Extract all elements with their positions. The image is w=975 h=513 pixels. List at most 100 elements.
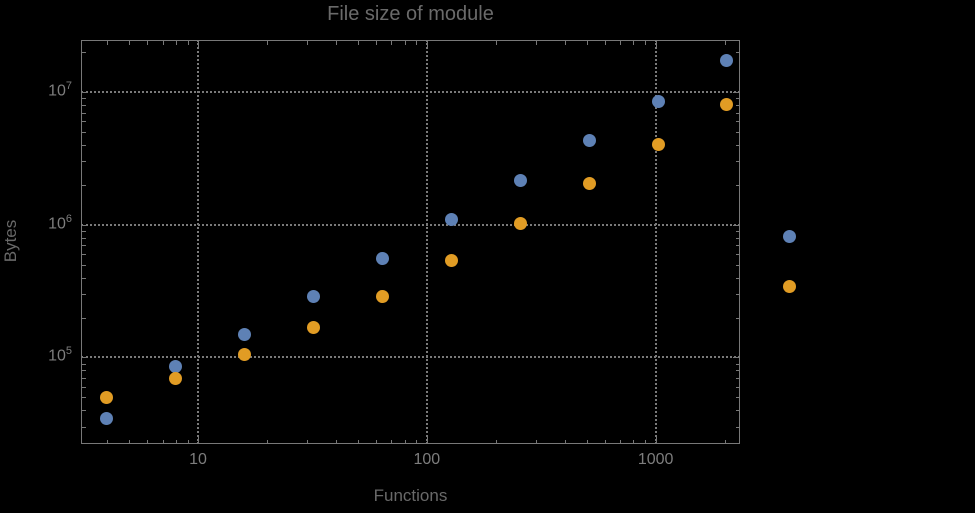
y-tick <box>82 245 86 247</box>
y-tick <box>735 98 739 100</box>
y-tick <box>735 254 739 256</box>
x-tick <box>724 41 726 45</box>
y-tick <box>735 161 739 163</box>
x-tick <box>620 439 622 443</box>
y-tick <box>82 184 86 186</box>
y-tick <box>82 112 86 114</box>
data-point-orange-series <box>100 390 114 404</box>
y-tick <box>735 370 739 372</box>
y-tick <box>735 184 739 186</box>
y-tick <box>735 386 739 388</box>
x-tick <box>266 41 268 45</box>
data-point-orange-series <box>375 289 389 303</box>
x-axis-label: Functions <box>373 486 448 505</box>
x-tick <box>645 41 647 45</box>
y-tick <box>733 91 739 93</box>
x-tick <box>404 41 406 45</box>
x-tick <box>129 439 131 443</box>
data-point-orange-series <box>444 253 458 267</box>
x-tick <box>536 41 537 45</box>
y-tick <box>735 144 739 146</box>
y-tick <box>82 397 86 399</box>
x-tick <box>416 41 418 45</box>
y-tick <box>82 277 86 279</box>
data-point-orange-series <box>582 176 596 190</box>
data-point-blue-series <box>307 289 321 303</box>
y-tick-exponent: 5 <box>65 345 72 358</box>
y-tick <box>735 426 739 428</box>
y-tick <box>733 357 739 359</box>
data-point-blue-series <box>100 411 114 425</box>
y-tick <box>82 426 86 428</box>
y-tick <box>735 104 739 106</box>
y-tick <box>82 378 86 380</box>
x-tick <box>335 439 337 443</box>
x-tick <box>162 439 164 443</box>
y-tick <box>735 112 739 114</box>
y-tick <box>735 378 739 380</box>
gridline-y-10e5 <box>81 356 740 359</box>
y-tick <box>735 264 739 266</box>
x-tick <box>604 41 606 45</box>
y-tick <box>733 224 739 226</box>
data-point-orange-series <box>238 347 252 361</box>
x-tick <box>357 439 359 443</box>
y-tick <box>735 230 739 232</box>
data-point-blue-series <box>444 212 458 226</box>
data-point-blue-series <box>375 251 389 265</box>
x-tick <box>335 41 337 45</box>
x-tick-label: 1000 <box>637 451 674 468</box>
x-tick <box>357 41 359 45</box>
y-tick <box>82 104 86 106</box>
x-tick <box>564 439 566 443</box>
x-tick <box>586 41 588 45</box>
x-tick <box>175 41 177 45</box>
x-tick <box>404 439 406 443</box>
x-tick <box>633 439 635 443</box>
x-tick <box>655 437 657 443</box>
data-point-orange-series <box>783 280 797 294</box>
x-tick <box>391 41 393 45</box>
x-tick <box>106 41 108 45</box>
data-point-orange-series <box>169 371 183 385</box>
data-point-blue-series <box>582 134 596 148</box>
y-tick <box>82 357 88 359</box>
y-tick <box>735 245 739 247</box>
y-tick <box>735 121 739 123</box>
data-point-blue-series <box>720 53 734 67</box>
x-tick <box>187 439 189 443</box>
y-tick <box>735 317 739 319</box>
x-tick <box>426 41 428 47</box>
x-tick <box>376 439 378 443</box>
y-tick-label: 105 <box>48 345 72 365</box>
x-tick <box>391 439 393 443</box>
gridline-y-10e7 <box>81 90 740 93</box>
x-tick <box>147 439 149 443</box>
y-tick <box>735 294 739 296</box>
x-tick <box>307 41 309 45</box>
plot-frame <box>81 40 740 444</box>
data-point-orange-series <box>651 138 665 152</box>
data-point-blue-series <box>783 230 797 244</box>
y-tick <box>735 237 739 239</box>
x-tick <box>266 439 268 443</box>
data-point-blue-series <box>169 359 183 373</box>
y-tick <box>82 254 86 256</box>
x-tick <box>495 41 497 45</box>
gridline-x-1000 <box>654 40 657 444</box>
data-point-blue-series <box>238 327 252 341</box>
x-tick <box>307 439 309 443</box>
y-tick <box>82 52 86 54</box>
x-tick-label: 10 <box>189 451 207 468</box>
y-tick <box>735 363 739 365</box>
y-tick-exponent: 6 <box>65 212 72 225</box>
y-tick <box>82 98 86 100</box>
chart-title: File size of module <box>327 3 494 25</box>
x-tick <box>633 41 635 45</box>
y-tick <box>82 131 86 133</box>
x-tick-label: 100 <box>413 451 441 468</box>
y-tick-exponent: 7 <box>65 79 72 92</box>
x-tick <box>495 439 497 443</box>
